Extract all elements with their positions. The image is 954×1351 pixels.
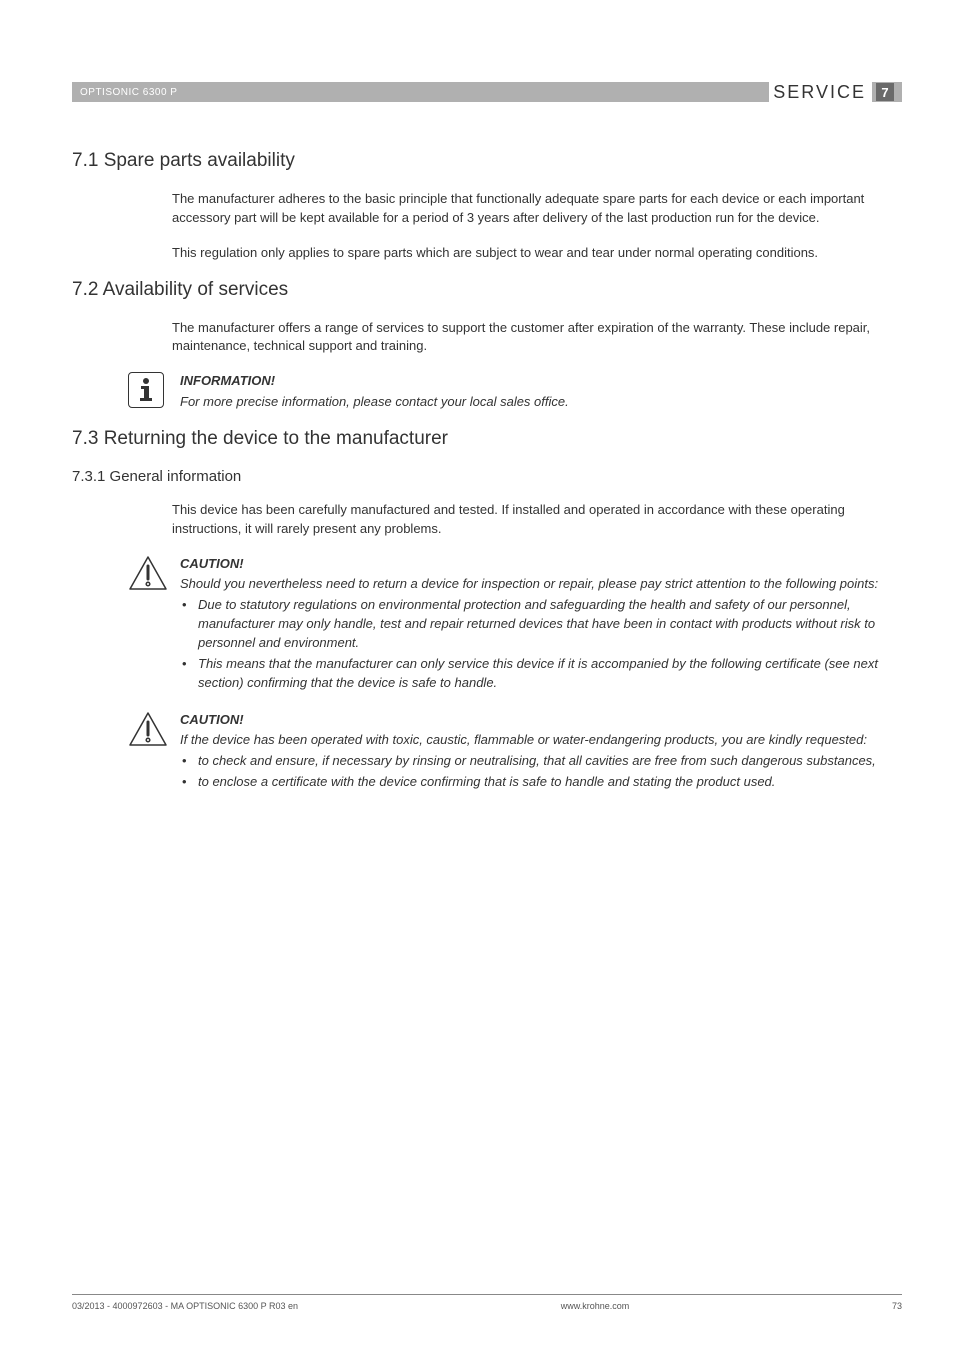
heading-7-3-1: 7.3.1 General information — [72, 468, 902, 485]
information-icon — [128, 372, 168, 408]
caution-1-bullet-2: This means that the manufacturer can onl… — [180, 655, 902, 693]
footer-left: 03/2013 - 4000972603 - MA OPTISONIC 6300… — [72, 1301, 298, 1311]
page-footer: 03/2013 - 4000972603 - MA OPTISONIC 6300… — [72, 1294, 902, 1311]
caution-2-bullet-1: to check and ensure, if necessary by rin… — [180, 752, 902, 771]
product-name: OPTISONIC 6300 P — [80, 87, 177, 98]
heading-7-3: 7.3 Returning the device to the manufact… — [72, 428, 902, 450]
caution-2-bullet-2: to enclose a certificate with the device… — [180, 773, 902, 792]
header-right-group: SERVICE 7 — [769, 82, 894, 102]
information-callout: INFORMATION! For more precise informatio… — [72, 372, 902, 412]
para-7-3-1: This device has been carefully manufactu… — [172, 501, 902, 539]
section-number-badge: 7 — [876, 83, 894, 101]
caution-1-bullet-1: Due to statutory regulations on environm… — [180, 596, 902, 653]
footer-page-number: 73 — [892, 1301, 902, 1311]
para-7-1-2: This regulation only applies to spare pa… — [172, 244, 902, 263]
section-label: SERVICE — [769, 82, 872, 102]
caution-1-bullets: Due to statutory regulations on environm… — [180, 596, 902, 692]
para-7-1-1: The manufacturer adheres to the basic pr… — [172, 190, 902, 228]
page-header-bar: OPTISONIC 6300 P SERVICE 7 — [72, 82, 902, 102]
information-text: For more precise information, please con… — [180, 393, 902, 412]
caution-1-text: Should you nevertheless need to return a… — [180, 575, 902, 594]
page-content: 7.1 Spare parts availability The manufac… — [72, 150, 902, 810]
footer-center: www.krohne.com — [561, 1301, 630, 1311]
information-body: INFORMATION! For more precise informatio… — [180, 372, 902, 412]
caution-1-title: CAUTION! — [180, 555, 902, 574]
caution-2-title: CAUTION! — [180, 711, 902, 730]
caution-2-bullets: to check and ensure, if necessary by rin… — [180, 752, 902, 792]
caution-callout-1: CAUTION! Should you nevertheless need to… — [72, 555, 902, 695]
caution-icon — [128, 555, 168, 596]
caution-icon — [128, 711, 168, 752]
para-7-2-1: The manufacturer offers a range of servi… — [172, 319, 902, 357]
information-title: INFORMATION! — [180, 372, 902, 391]
caution-callout-2: CAUTION! If the device has been operated… — [72, 711, 902, 794]
heading-7-1: 7.1 Spare parts availability — [72, 150, 902, 172]
caution-1-body: CAUTION! Should you nevertheless need to… — [180, 555, 902, 695]
heading-7-2: 7.2 Availability of services — [72, 279, 902, 301]
caution-2-text: If the device has been operated with tox… — [180, 731, 902, 750]
caution-2-body: CAUTION! If the device has been operated… — [180, 711, 902, 794]
